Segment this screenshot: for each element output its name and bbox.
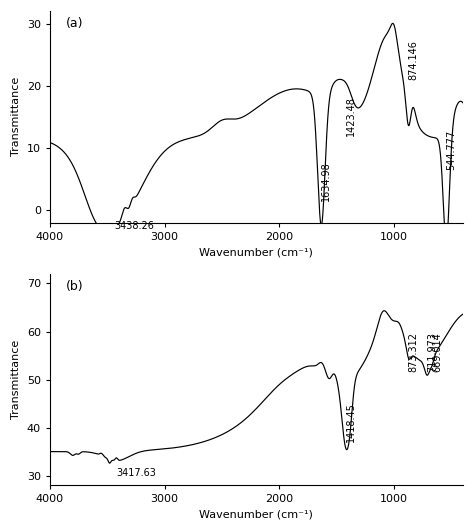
Text: 1418.45: 1418.45 — [346, 402, 356, 442]
Text: 544.777: 544.777 — [447, 130, 456, 170]
Text: 1423.48: 1423.48 — [346, 96, 356, 135]
Text: 873.312: 873.312 — [409, 332, 419, 372]
Y-axis label: Transmittance: Transmittance — [11, 77, 21, 157]
Text: 711.973: 711.973 — [427, 332, 437, 372]
Text: (b): (b) — [66, 280, 84, 293]
Text: 669.014: 669.014 — [432, 332, 442, 372]
Text: 3438.26: 3438.26 — [114, 221, 154, 232]
Text: 3417.63: 3417.63 — [117, 468, 156, 478]
Text: 1634.98: 1634.98 — [321, 161, 331, 201]
X-axis label: Wavenumber (cm⁻¹): Wavenumber (cm⁻¹) — [200, 247, 313, 257]
Y-axis label: Transmittance: Transmittance — [11, 340, 21, 419]
Text: (a): (a) — [66, 18, 84, 30]
Text: 874.146: 874.146 — [409, 40, 419, 80]
X-axis label: Wavenumber (cm⁻¹): Wavenumber (cm⁻¹) — [200, 510, 313, 520]
